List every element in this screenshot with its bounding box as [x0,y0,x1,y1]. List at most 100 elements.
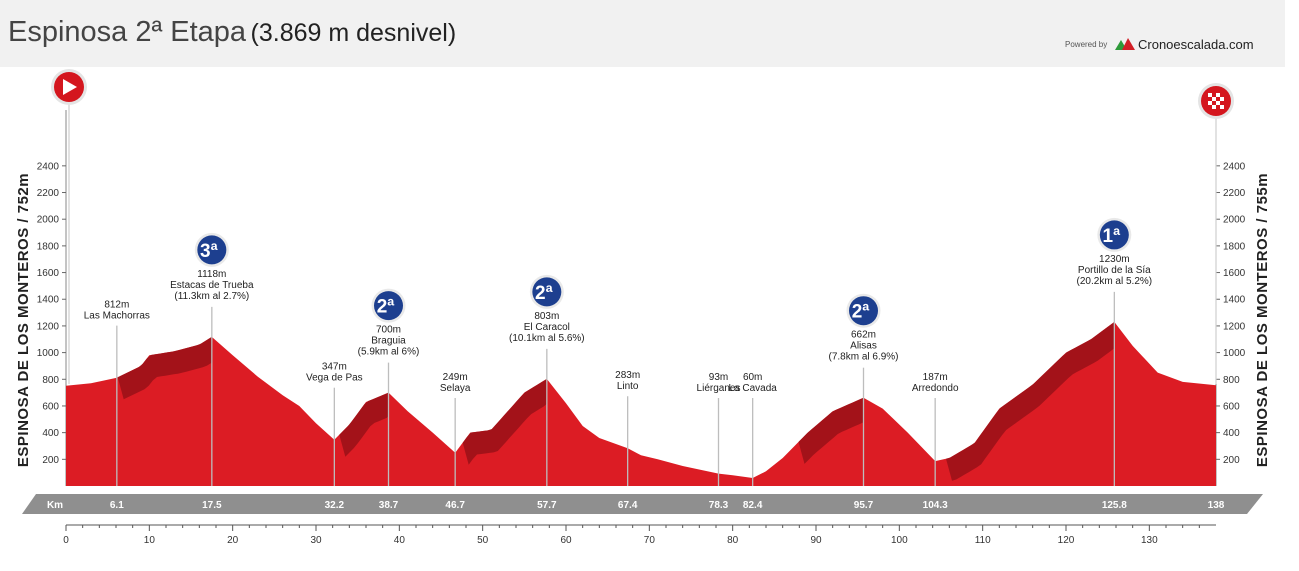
category-badge-icon [1099,220,1129,250]
y-tick-label-left: 2000 [37,215,60,226]
place-elevation-label: 187m [923,372,948,383]
y-tick-label-right: 2200 [1223,188,1246,199]
marker-lines [116,291,1115,486]
climb-elevation-label: 1118m [197,269,226,280]
climb-name-label: Portillo de la Sía [1078,265,1151,276]
place-name-label: Arredondo [912,383,959,394]
place-elevation-label: 283m [615,370,640,381]
checkered-square [1220,105,1224,109]
header-bar [0,0,1285,67]
y-tick-label-left: 800 [42,375,59,386]
x-tick-label: 110 [975,535,991,546]
checkered-square [1208,93,1212,97]
y-tick-label-right: 1000 [1223,348,1246,359]
checkered-square [1208,101,1212,105]
x-tick-label: 80 [727,535,739,546]
category-badge-icon [374,291,403,321]
climb-shading [117,336,212,400]
place-name-label: Linto [617,381,639,392]
climb-name-label: Alisas [850,341,877,352]
x-tick-label: 0 [63,535,69,546]
y-tick-label-left: 2200 [37,188,60,199]
climb-elevation-label: 700m [376,325,401,336]
place-elevation-label: 249m [443,372,468,383]
y-axis-left: 200 400 600 800 1000 1200 1400 1600 1800 2000 2200… [37,110,67,486]
y-tick-label-left: 1800 [37,241,60,252]
category-badge-label: 2ª [377,297,396,318]
x-tick-label: 60 [560,535,572,546]
category-badge-label: 1ª [1103,226,1122,247]
x-tick-label: 130 [1141,535,1158,546]
category-badge-icon [532,277,562,307]
y-tick-label-right: 1800 [1223,241,1246,252]
climb-detail-label: (11.3km al 2.7%) [174,291,249,302]
place-name-label: Vega de Pas [306,373,363,384]
place-elevation-label: 60m [743,372,762,383]
place-elevation-label: 812m [104,300,129,311]
km-band-value: 17.5 [202,500,222,511]
y-tick-label-left: 1400 [37,295,60,306]
checkered-square [1216,101,1220,105]
checkered-square [1212,97,1216,101]
km-band-value: 6.1 [110,500,124,511]
climb-elevation-label: 803m [534,311,559,322]
place-elevation-label: 347m [322,362,347,373]
x-tick-label: 10 [144,535,156,546]
category-badge-label: 2ª [535,283,554,304]
checkered-square [1212,105,1216,109]
climb-name-label: Braguia [371,336,406,347]
place-name-label: Las Machorras [84,311,150,322]
km-band-value: 38.7 [379,500,399,511]
x-tick-label: 120 [1058,535,1075,546]
title-main: Espinosa 2ª Etapa [8,16,247,48]
km-band: Km 6.1 17.5 32.2 38.7 46.7 57.7 67.4 78.3 82.4 95.… [22,494,1263,514]
km-band-value: 95.7 [854,500,874,511]
y-tick-label-left: 1600 [37,268,60,279]
km-band-value: 138 [1208,500,1225,511]
km-band-value: 67.4 [618,500,638,511]
y-tick-label-right: 1200 [1223,321,1246,332]
elevation-profile-area [66,321,1216,486]
climb-detail-label: (20.2km al 5.2%) [1077,276,1153,287]
climb-name-label: Estacas de Trueba [170,280,254,291]
km-band-label: Km [47,500,63,511]
y-tick-label-left: 2400 [37,161,60,172]
y-tick-label-left: 1200 [37,321,60,332]
checkered-square [1216,93,1220,97]
y-tick-label-right: 200 [1223,455,1240,466]
right-side-label: ESPINOSA DE LOS MONTEROS / 755m [1254,173,1271,467]
checkered-square [1220,97,1224,101]
km-band-value: 57.7 [537,500,557,511]
title-sub: (3.869 m desnivel) [250,19,457,47]
place-name-label: Liérganes [697,383,741,394]
climb-elevation-label: 662m [851,330,876,341]
play-arrow-icon [63,79,77,95]
climb-detail-label: (10.1km al 5.6%) [509,333,585,344]
x-tick-label: 90 [810,535,822,546]
x-tick-label: 100 [891,535,908,546]
climb-elevation-label: 1230m [1099,254,1130,265]
x-tick-label: 40 [394,535,406,546]
page-title: Espinosa 2ª Etapa (3.869 m desnivel) [8,16,456,49]
cronoescalada-link[interactable]: Cronoescalada.com [1138,37,1254,52]
y-tick-label-left: 1000 [37,348,60,359]
y-tick-label-right: 400 [1223,428,1240,439]
category-badge-label: 2ª [852,302,871,323]
x-axis: 0 10 20 30 40 50 60 70 80 90 100 110 120 130 [63,524,1216,546]
y-tick-label-right: 1400 [1223,295,1246,306]
km-band-value: 82.4 [743,500,763,511]
y-tick-label-right: 600 [1223,401,1240,412]
km-band-background [22,494,1263,514]
y-tick-label-left: 200 [42,455,59,466]
category-badge-label: 3ª [200,241,219,262]
y-tick-label-right: 1600 [1223,268,1246,279]
y-axis-right: 200 400 600 800 1000 1200 1400 1600 1800 2000 2200… [1215,110,1246,486]
category-badge-icon [849,296,878,326]
km-band-value: 125.8 [1102,500,1127,511]
km-band-value: 104.3 [923,500,948,511]
y-tick-label-left: 400 [42,428,59,439]
y-tick-label-left: 600 [42,401,59,412]
km-band-value: 32.2 [325,500,345,511]
